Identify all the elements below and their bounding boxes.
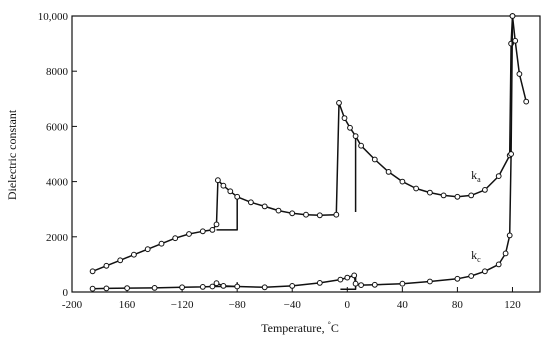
data-point (399, 280, 406, 287)
data-point (124, 285, 130, 292)
data-point (117, 257, 124, 264)
series-layer: ka kc (89, 13, 530, 292)
series-line-k-a (92, 15, 527, 272)
data-point (303, 211, 309, 218)
data-point (337, 276, 344, 283)
data-point (523, 98, 530, 105)
data-point (336, 100, 342, 106)
data-point (234, 283, 241, 290)
data-point (289, 210, 296, 217)
data-point (385, 169, 392, 175)
data-point (502, 250, 509, 257)
plot-frame (71, 15, 541, 293)
data-point (199, 284, 206, 290)
y-tick-label: 2000 (46, 232, 69, 244)
x-tick-label: −80 (229, 299, 247, 311)
data-point (468, 273, 475, 279)
data-point (413, 185, 420, 192)
data-point (508, 151, 515, 157)
series-label-k-a: ka (471, 168, 481, 184)
y-tick-label: 8000 (46, 66, 69, 78)
data-point (427, 278, 433, 285)
data-point (516, 71, 523, 77)
data-point (333, 211, 340, 218)
x-tick-label: −120 (171, 299, 194, 311)
data-point (506, 232, 513, 239)
series-label-k-c: kc (471, 248, 481, 264)
data-point (495, 173, 502, 180)
data-point (371, 281, 378, 288)
data-point (352, 280, 359, 287)
data-point (220, 182, 227, 189)
y-tick-label: 6000 (46, 121, 69, 133)
series-k-a: ka (89, 13, 530, 275)
data-point (351, 272, 358, 279)
data-point (275, 207, 282, 214)
data-point (172, 235, 179, 242)
data-point (482, 187, 488, 193)
data-point (371, 156, 378, 163)
data-point (495, 261, 502, 268)
data-point (316, 280, 323, 286)
y-tick-label: 10,000 (38, 11, 69, 23)
data-point (103, 285, 110, 292)
data-point (341, 115, 348, 121)
data-point (468, 192, 475, 199)
data-point (454, 275, 461, 282)
data-point (440, 192, 447, 199)
series-k-c: kc (89, 13, 516, 292)
data-point (509, 13, 516, 19)
data-point (209, 283, 216, 290)
data-point (144, 246, 151, 253)
data-point (289, 283, 296, 289)
x-tick-label: 0 (345, 299, 351, 311)
data-point (261, 203, 268, 210)
y-tick-label: 0 (63, 287, 69, 299)
data-point (89, 268, 96, 275)
data-point (213, 221, 220, 228)
data-point (213, 280, 220, 287)
data-point (347, 124, 353, 131)
data-point (151, 285, 158, 291)
data-point (179, 284, 186, 291)
series-segment-k-c (340, 275, 357, 290)
data-point (316, 212, 323, 219)
data-point (427, 189, 433, 196)
data-point (261, 284, 268, 291)
data-point (103, 262, 110, 269)
x-tick-label: 40 (397, 299, 409, 311)
series-segment-k-a (216, 196, 238, 231)
data-point (186, 231, 192, 237)
x-tick-label: 80 (452, 299, 464, 311)
axes: -200 160 −120 −80 −40 0 40 80 120 0 2000 4000 6000 80… (38, 11, 541, 311)
data-point (344, 274, 351, 281)
y-tick-label: 4000 (46, 177, 69, 189)
x-tick-label: 120 (504, 299, 521, 311)
data-point (358, 282, 365, 289)
data-point (227, 188, 234, 195)
data-point (131, 251, 137, 258)
data-point (399, 178, 406, 185)
data-point (454, 193, 461, 200)
x-tick-label: 160 (119, 299, 136, 311)
data-point (220, 283, 227, 289)
data-point (358, 142, 365, 149)
y-axis-title: Dielectric constant (5, 109, 19, 200)
data-point (158, 240, 165, 247)
data-point (209, 227, 216, 233)
series-line-k-c (92, 15, 514, 290)
data-point (234, 193, 241, 200)
data-point (215, 177, 221, 184)
x-tick-label: -200 (62, 299, 83, 311)
data-point (199, 228, 206, 235)
data-point (89, 285, 96, 292)
x-tick-label: −40 (284, 299, 302, 311)
x-axis-title: Temperature, °C (261, 320, 339, 335)
data-point (248, 199, 254, 206)
data-point (482, 268, 488, 275)
data-point (512, 37, 519, 44)
data-point (352, 133, 359, 140)
